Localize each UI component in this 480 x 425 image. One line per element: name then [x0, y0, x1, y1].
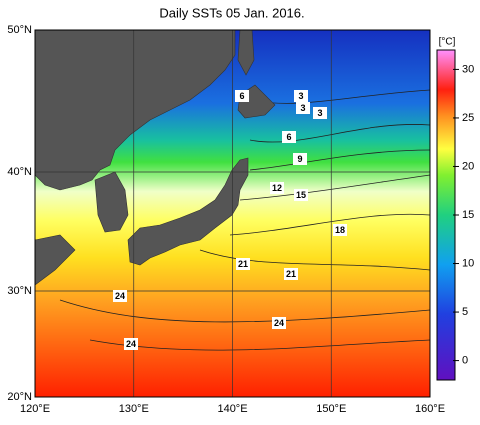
contour-label: 18	[333, 224, 347, 236]
colorbar-unit: [°C]	[439, 37, 456, 48]
colorbar-tick-label: 15	[462, 209, 474, 221]
contour-label-text: 12	[272, 183, 282, 193]
contour-label: 6	[282, 131, 296, 143]
contour-label: 15	[294, 189, 308, 201]
colorbar-tick-label: 30	[462, 63, 474, 75]
contour-label-box	[333, 224, 347, 236]
contour-label-text: 9	[297, 154, 302, 164]
contour-label-box	[124, 338, 138, 350]
colorbar-tick-label: 5	[462, 306, 468, 318]
contour-label: 3	[294, 90, 308, 102]
contour-label: 24	[124, 338, 138, 350]
map-frame	[34, 29, 431, 398]
contour-label-box	[294, 90, 308, 102]
colorbar-tick-label: 10	[462, 257, 474, 269]
contour-label-box	[282, 131, 296, 143]
contour-label-text: 24	[274, 318, 284, 328]
contour-label-box	[313, 107, 327, 119]
contour-label-text: 3	[298, 91, 303, 101]
x-axis-label: 160°E	[415, 403, 445, 415]
contour-label-text: 24	[126, 339, 136, 349]
x-axis-label: 150°E	[316, 403, 346, 415]
contour-label-text: 21	[286, 269, 296, 279]
colorbar-tick-label: 20	[462, 160, 474, 172]
contour-label-box	[235, 90, 249, 102]
contour-label-box	[294, 189, 308, 201]
contour-label: 21	[236, 258, 250, 270]
contour-label-box	[236, 258, 250, 270]
title: Daily SSTs 05 Jan. 2016.	[159, 5, 304, 20]
y-axis-label: 20°N	[7, 391, 32, 403]
y-axis-label: 30°N	[7, 285, 32, 297]
contour-label: 24	[272, 317, 286, 329]
y-axis-label: 50°N	[7, 24, 32, 36]
contour-label-box	[293, 153, 307, 165]
land	[34, 29, 276, 286]
colorbar	[436, 49, 456, 381]
contour-label: 21	[284, 268, 298, 280]
x-axis-label: 140°E	[217, 403, 247, 415]
colorbar-tick-label: 0	[462, 354, 468, 366]
contour-label-text: 6	[286, 132, 291, 142]
contour-label-text: 3	[317, 108, 322, 118]
contour-label: 9	[293, 153, 307, 165]
y-axis-label: 40°N	[7, 166, 32, 178]
contour-label-text: 6	[239, 91, 244, 101]
contour-label: 3	[296, 102, 310, 114]
contour-label: 6	[235, 90, 249, 102]
contour-label-box	[270, 182, 284, 194]
colorbar-tick-label: 25	[462, 112, 474, 124]
contour-label-box	[113, 290, 127, 302]
contour-label-text: 18	[335, 225, 345, 235]
contour-label-text: 3	[300, 103, 305, 113]
contour-label-text: 21	[238, 259, 248, 269]
contour-label-text: 15	[296, 190, 306, 200]
contour-label: 24	[113, 290, 127, 302]
x-axis-label: 130°E	[119, 403, 149, 415]
contour-label: 3	[313, 107, 327, 119]
contour-label-box	[296, 102, 310, 114]
graticule	[35, 30, 430, 397]
contour-label-text: 24	[115, 291, 125, 301]
contour-label-box	[272, 317, 286, 329]
contour-label: 12	[270, 182, 284, 194]
contour-label-box	[284, 268, 298, 280]
x-axis-label: 120°E	[20, 403, 50, 415]
